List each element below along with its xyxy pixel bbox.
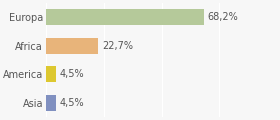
Text: 68,2%: 68,2% bbox=[207, 12, 238, 22]
Bar bbox=[46, 66, 56, 82]
Text: 4,5%: 4,5% bbox=[60, 69, 84, 79]
Bar bbox=[46, 38, 98, 54]
Text: 4,5%: 4,5% bbox=[60, 98, 84, 108]
Bar bbox=[46, 9, 204, 25]
Text: 22,7%: 22,7% bbox=[102, 41, 133, 51]
Bar bbox=[46, 95, 56, 111]
